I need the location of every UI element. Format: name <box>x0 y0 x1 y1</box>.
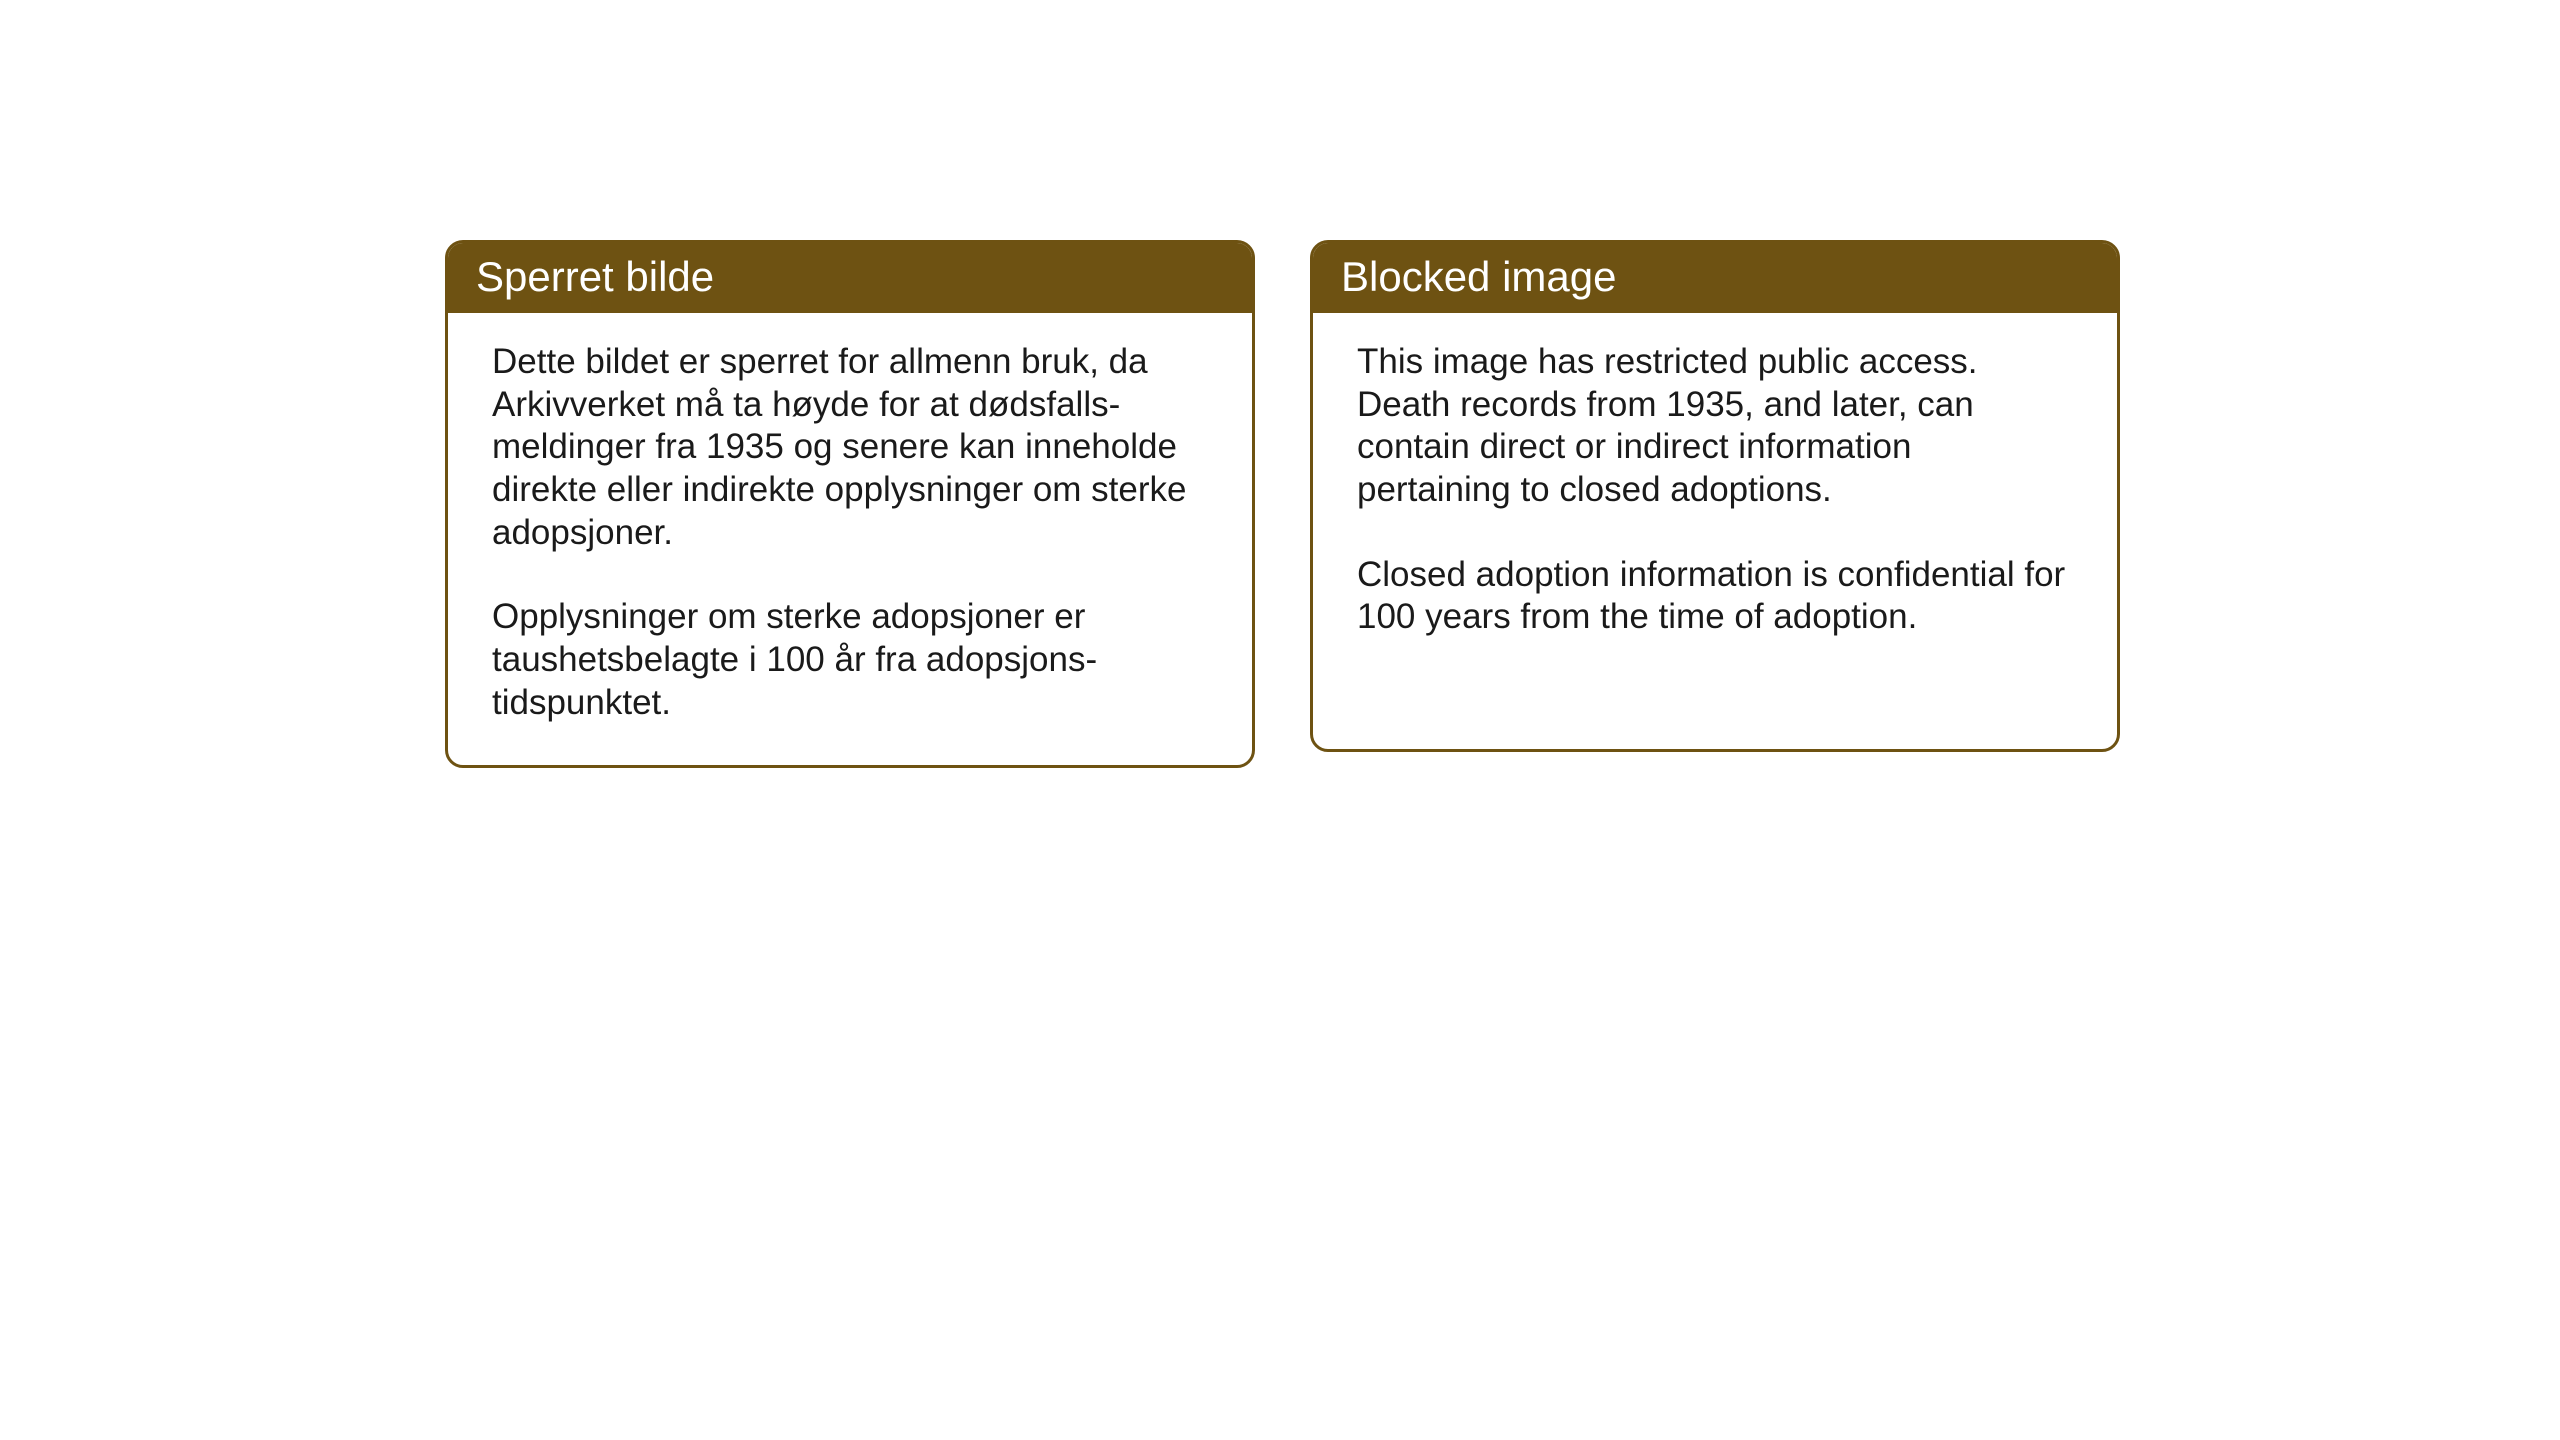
notice-card-norwegian: Sperret bilde Dette bildet er sperret fo… <box>445 240 1255 768</box>
notice-paragraph: This image has restricted public access.… <box>1357 341 2073 512</box>
notice-body-norwegian: Dette bildet er sperret for allmenn bruk… <box>448 313 1252 765</box>
notice-container: Sperret bilde Dette bildet er sperret fo… <box>445 240 2120 768</box>
notice-card-english: Blocked image This image has restricted … <box>1310 240 2120 752</box>
notice-header-norwegian: Sperret bilde <box>448 243 1252 313</box>
notice-body-english: This image has restricted public access.… <box>1313 313 2117 679</box>
notice-header-english: Blocked image <box>1313 243 2117 313</box>
notice-paragraph: Dette bildet er sperret for allmenn bruk… <box>492 341 1208 554</box>
notice-paragraph: Opplysninger om sterke adopsjoner er tau… <box>492 596 1208 724</box>
notice-paragraph: Closed adoption information is confident… <box>1357 554 2073 639</box>
